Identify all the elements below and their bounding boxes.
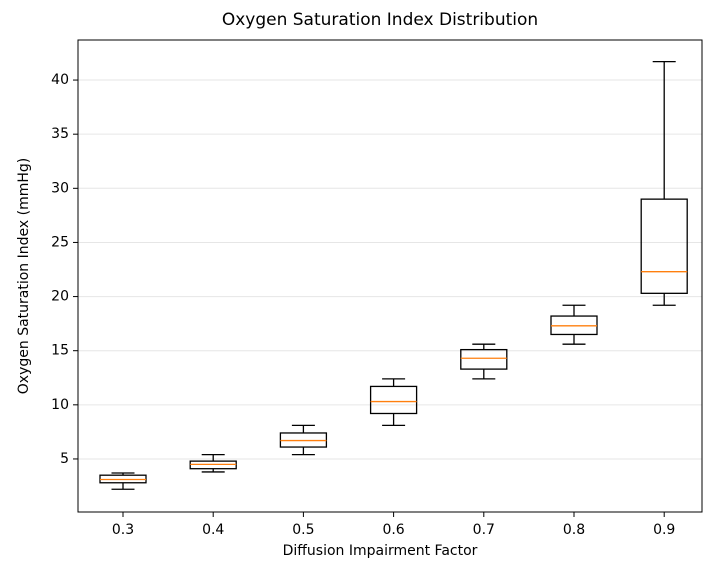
y-tick-label: 35 xyxy=(51,126,69,142)
x-tick-label: 0.8 xyxy=(563,522,585,538)
box xyxy=(640,198,688,294)
y-tick-label: 25 xyxy=(51,234,69,250)
box xyxy=(460,348,508,370)
x-tick-label: 0.4 xyxy=(202,522,224,538)
x-tick-label: 0.6 xyxy=(382,522,404,538)
x-tick-label: 0.9 xyxy=(653,522,675,538)
y-tick-label: 40 xyxy=(51,72,69,88)
y-tick-label: 10 xyxy=(51,397,69,413)
chart-title: Oxygen Saturation Index Distribution xyxy=(222,10,538,30)
x-tick-label: 0.3 xyxy=(112,522,134,538)
plot-frame xyxy=(77,39,703,513)
x-tick-label: 0.7 xyxy=(473,522,495,538)
y-tick-label: 15 xyxy=(51,343,69,359)
y-tick-label: 30 xyxy=(51,180,69,196)
y-tick-label: 5 xyxy=(60,451,69,467)
y-tick-label: 20 xyxy=(51,289,69,305)
x-axis-label: Diffusion Impairment Factor xyxy=(283,543,478,559)
box xyxy=(369,385,418,415)
y-axis-label: Oxygen Saturation Index (mmHg) xyxy=(16,158,32,394)
x-tick-label: 0.5 xyxy=(292,522,314,538)
